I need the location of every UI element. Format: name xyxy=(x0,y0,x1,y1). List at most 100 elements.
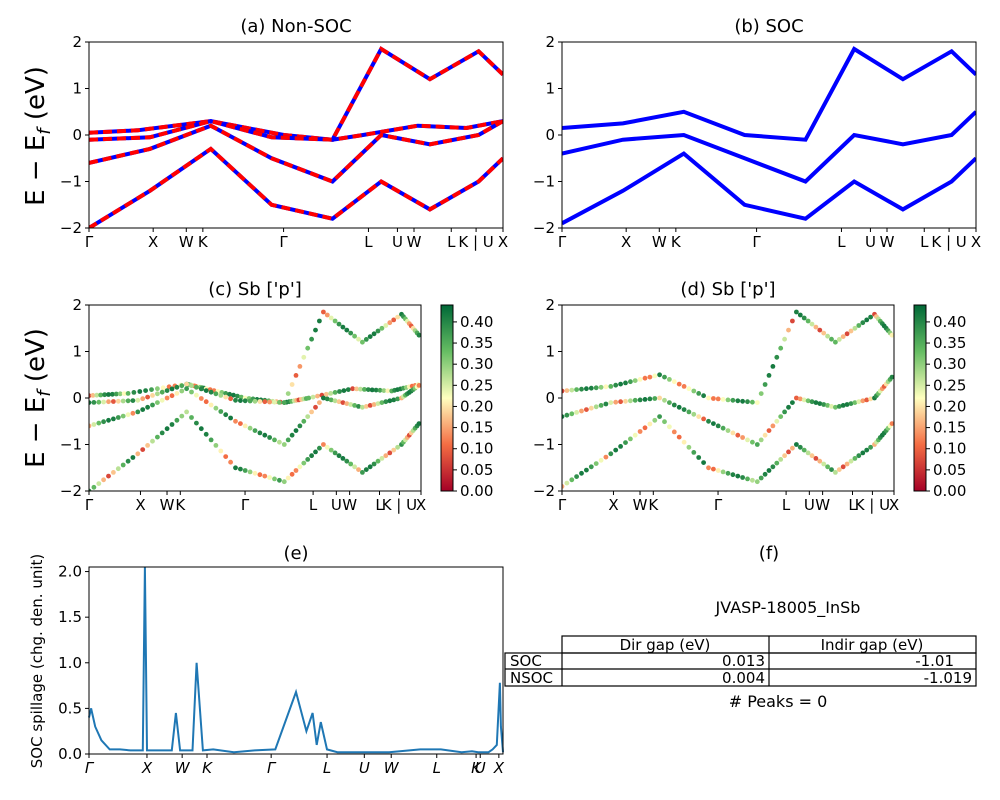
panel-d-dot xyxy=(579,470,584,476)
panel-c-dot xyxy=(297,464,303,470)
panel-c-dot xyxy=(356,467,361,472)
panel-d-dot xyxy=(809,399,815,405)
panel-c-dot xyxy=(184,381,190,387)
panel-d-dot xyxy=(766,373,772,378)
panel-d-colorbar-tick-label: 0.10 xyxy=(933,440,966,458)
panel-d-dot xyxy=(667,400,672,405)
panel-d-dot xyxy=(745,399,750,405)
panel-c-colorbar-bar xyxy=(440,304,454,492)
dYTicks-ytick-label: −2 xyxy=(533,482,555,500)
panel-d-dot xyxy=(833,404,838,410)
panel-c-dot xyxy=(328,447,334,453)
panel-c-xtick-label: L xyxy=(309,496,318,514)
panel-d-dot xyxy=(613,382,619,388)
panel-d-dot xyxy=(652,373,658,379)
panel-d-dot xyxy=(632,378,638,383)
panel-d-dot xyxy=(593,404,599,410)
panel-d-dot xyxy=(790,445,795,451)
panel-c-dot xyxy=(328,391,334,396)
panel-d-dot xyxy=(657,414,662,419)
panel-d-dot xyxy=(588,385,594,391)
panel-d-dot xyxy=(740,398,745,404)
panel-d-dot xyxy=(593,461,599,466)
panel-c-dot xyxy=(301,460,307,466)
panel-d-dot xyxy=(735,432,741,438)
panel-c-dot xyxy=(98,392,104,398)
panel-c-dot xyxy=(145,404,151,410)
panel-b-band-0 xyxy=(562,46,976,142)
panel-c-dot xyxy=(332,390,338,395)
panel-c-dot xyxy=(111,416,116,422)
panel-c-dot xyxy=(356,336,361,342)
panel-e-ytick-label: 1.5 xyxy=(58,608,82,626)
panel-c-dot xyxy=(367,334,373,339)
panel-d-dot xyxy=(829,336,834,342)
panel-c-dot xyxy=(272,476,277,482)
panel-c-dot xyxy=(297,423,303,429)
panel-c-dot xyxy=(96,481,102,486)
panel-d-dot xyxy=(848,328,854,334)
panel-d-dot xyxy=(801,447,807,453)
panel-d-dot xyxy=(797,312,803,318)
dYTicks-ytick-label: 0 xyxy=(545,389,555,407)
panel-c-dot xyxy=(223,394,229,400)
panel-c-dot xyxy=(305,345,311,351)
panel-c-dot xyxy=(137,389,143,394)
panel-c-dot xyxy=(208,437,214,443)
panel-c-dot xyxy=(189,383,194,389)
panel-d-dot xyxy=(809,321,815,327)
panel-c-dot xyxy=(356,404,361,409)
panel-d-dot xyxy=(817,401,823,406)
panel-d-dot xyxy=(856,399,862,405)
panel-c-dot xyxy=(213,405,219,411)
panel-d-dot xyxy=(778,345,784,351)
panel-d-dot xyxy=(813,400,819,405)
panel-c-dot xyxy=(150,438,155,444)
panel-d-colorbar-tick-label: 0.00 xyxy=(933,482,966,500)
panel-c-dot xyxy=(272,399,277,405)
panel-c-dot xyxy=(96,399,102,405)
panel-d-dot xyxy=(813,456,819,461)
panel-c-dot xyxy=(203,431,209,437)
bYTicks-ytick-label: 0 xyxy=(545,126,555,144)
panel-c-dot xyxy=(213,391,219,397)
panel-c-dot xyxy=(194,392,199,398)
panel-c-dot xyxy=(150,402,155,408)
panel-d-colorbar-tick-label: 0.35 xyxy=(933,334,966,352)
panel-d-dot xyxy=(711,466,716,472)
panel-c-dot xyxy=(227,391,233,397)
panel-d-dot xyxy=(564,412,570,418)
panel-c-dot xyxy=(367,403,373,408)
panel-c-dot xyxy=(155,400,160,405)
panel-c-dot xyxy=(113,391,119,397)
panel-e-xtick-label: L xyxy=(433,759,441,777)
panel-d-dot xyxy=(833,339,838,345)
panel-c-dot xyxy=(391,447,397,453)
panel-d-dot xyxy=(652,417,658,423)
panel-c-dot xyxy=(257,399,263,404)
panel-c-dot xyxy=(143,388,149,393)
panel-a-xtick-label: L xyxy=(364,233,373,251)
panel-c-dot xyxy=(218,409,224,414)
panel-d-colorbar-bar xyxy=(913,304,927,492)
panel-c-dot xyxy=(358,386,363,392)
panel-d-dot xyxy=(805,450,811,456)
panel-d-dot xyxy=(801,397,807,403)
panel-c-dot xyxy=(135,409,141,415)
nsoc-indir-gap: -1.019 xyxy=(924,669,972,687)
panel-c-dot xyxy=(159,397,165,403)
panel-d-dot xyxy=(750,439,755,445)
panel-d-dot xyxy=(852,456,858,461)
panel-d-dot xyxy=(720,469,726,475)
panel-c-dot xyxy=(242,468,248,473)
panel-d-dot xyxy=(770,364,776,369)
panel-c-dot xyxy=(262,473,268,479)
panel-c-dot xyxy=(164,426,170,432)
panel-c-xtick-label: K | U xyxy=(382,496,417,514)
panel-a-xtick-label: Γ xyxy=(85,233,94,251)
panel-d-dot xyxy=(864,317,870,323)
panel-d-dot xyxy=(623,380,628,386)
panel-f-title: (f) xyxy=(759,543,779,564)
